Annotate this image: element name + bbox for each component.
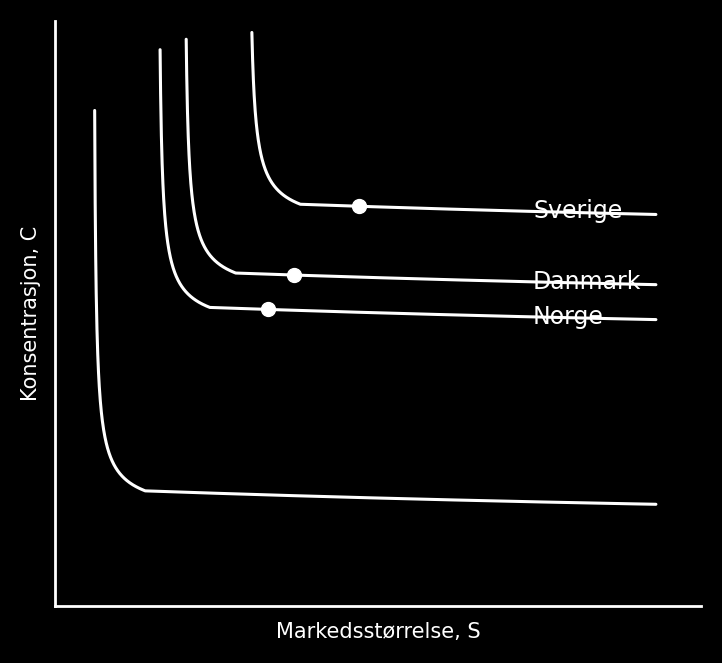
Text: Norge: Norge xyxy=(533,304,604,329)
Text: Danmark: Danmark xyxy=(533,270,641,294)
Y-axis label: Konsentrasjon, C: Konsentrasjon, C xyxy=(21,225,41,401)
Text: Sverige: Sverige xyxy=(533,199,622,223)
X-axis label: Markedsstørrelse, S: Markedsstørrelse, S xyxy=(276,622,480,642)
